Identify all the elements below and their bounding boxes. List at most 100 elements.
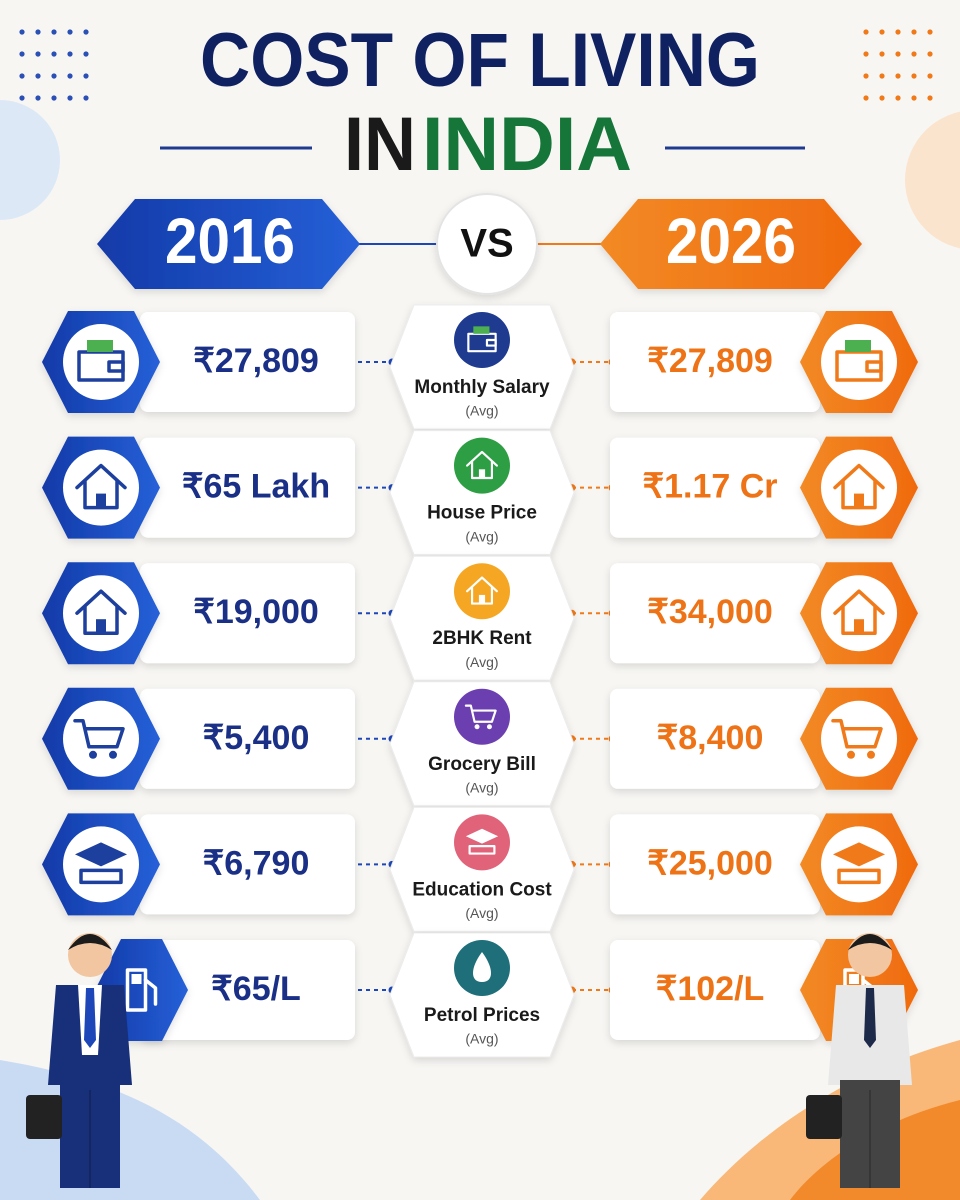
category-icon	[454, 563, 510, 620]
category-note: (Avg)	[465, 403, 498, 419]
person-briefcase	[806, 1095, 842, 1139]
icon-shape	[837, 868, 881, 885]
dot	[911, 73, 917, 79]
person-hair	[848, 934, 892, 950]
comparison-row: ₹6,790 ₹25,000 Education Cost (Avg)	[42, 806, 918, 932]
dot	[51, 51, 57, 57]
value-card-left	[140, 688, 355, 789]
person-tie	[864, 988, 876, 1048]
icon-shape	[473, 952, 491, 982]
value-2016: ₹27,809	[193, 342, 319, 380]
value-card-right	[610, 312, 820, 412]
category-icon-glyph	[467, 326, 497, 353]
person-legs	[840, 1080, 900, 1188]
dot	[879, 29, 885, 35]
dot	[35, 51, 41, 57]
icon-shape	[96, 493, 106, 508]
icon-shape	[854, 619, 864, 634]
dot	[35, 95, 41, 101]
dot	[927, 51, 933, 57]
icon-shape	[831, 719, 883, 749]
icon-shape	[833, 842, 885, 867]
value-2026: ₹27,809	[647, 342, 773, 380]
icon-circle	[821, 324, 897, 400]
dot	[863, 95, 869, 101]
dot	[895, 73, 901, 79]
value-2016: ₹6,790	[203, 844, 310, 882]
value-card-left	[140, 814, 355, 915]
icon-shape	[485, 338, 497, 347]
dot	[911, 51, 917, 57]
icon-circle	[821, 575, 897, 652]
icon-shape	[478, 469, 486, 478]
dot	[863, 73, 869, 79]
category-label: House Price	[427, 503, 537, 524]
icon-shape	[473, 326, 490, 334]
icon-circle	[821, 449, 897, 526]
icon-shape	[865, 360, 883, 373]
dot	[863, 51, 869, 57]
person-hair	[68, 934, 112, 950]
dot	[19, 51, 25, 57]
value-card-left	[140, 940, 355, 1040]
value-2016: ₹65/L	[211, 970, 301, 1008]
vs-label: VS	[460, 222, 513, 266]
value-card-right	[610, 437, 820, 538]
dot	[51, 73, 57, 79]
comparison-row: ₹27,809 ₹27,809 Monthly Salary (Avg)	[42, 304, 918, 430]
value-2026: ₹1.17 Cr	[642, 468, 777, 506]
category-icon-glyph	[464, 704, 497, 730]
dot	[83, 95, 89, 101]
icon-shape	[87, 340, 113, 352]
dot	[19, 29, 25, 35]
value-2026: ₹25,000	[647, 844, 773, 882]
category-note: (Avg)	[465, 905, 498, 921]
person-illustration	[806, 933, 912, 1188]
value-2026: ₹102/L	[656, 970, 765, 1008]
dot	[863, 29, 869, 35]
dot	[67, 29, 73, 35]
decor-dots	[19, 29, 933, 101]
icon-shape	[486, 724, 492, 730]
comparison-row: ₹5,400 ₹8,400 Grocery Bill (Avg)	[42, 681, 918, 807]
icon-shape	[107, 360, 125, 373]
comparison-row: ₹19,000 ₹34,000 2BHK Rent (Avg)	[42, 555, 918, 681]
dot	[895, 29, 901, 35]
title-line2-india: INDIA	[422, 102, 632, 187]
icon-shape	[89, 750, 97, 759]
category-icon	[454, 312, 510, 368]
icon-shape	[470, 586, 494, 605]
icon-shape	[478, 594, 486, 604]
category-label: 2BHK Rent	[432, 628, 532, 649]
icon-shape	[845, 340, 871, 352]
value-2016: ₹65 Lakh	[182, 468, 330, 506]
icon-shape	[474, 724, 480, 730]
title-line2-in: IN	[344, 102, 416, 187]
icon-circle	[63, 449, 139, 526]
icon-shape	[131, 974, 142, 984]
category-icon	[454, 688, 510, 745]
category-note: (Avg)	[465, 780, 498, 796]
dot	[51, 95, 57, 101]
dot	[67, 73, 73, 79]
dot	[895, 95, 901, 101]
category-label: Grocery Bill	[428, 754, 536, 775]
value-card-left	[140, 312, 355, 412]
dot	[83, 51, 89, 57]
dot	[51, 29, 57, 35]
year-banner-right	[600, 199, 862, 289]
icon-circle	[63, 324, 139, 400]
icon-shape	[73, 719, 125, 749]
vs-badge	[436, 193, 538, 295]
value-card-left	[140, 563, 355, 664]
dot	[67, 95, 73, 101]
icon-circle	[63, 575, 139, 652]
value-2026: ₹34,000	[647, 593, 773, 631]
value-2026: ₹8,400	[657, 719, 764, 757]
dot	[927, 73, 933, 79]
icon-shape	[79, 868, 123, 885]
category-label: Petrol Prices	[424, 1005, 540, 1026]
dot	[19, 73, 25, 79]
category-icon-glyph	[466, 450, 498, 480]
